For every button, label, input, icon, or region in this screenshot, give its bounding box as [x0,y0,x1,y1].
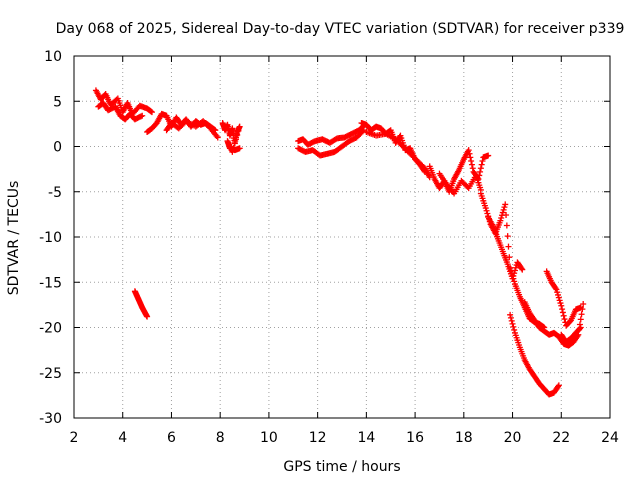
x-tick-label: 4 [118,430,127,446]
data-point [482,205,489,212]
data-point [510,323,517,330]
y-tick-label: 10 [44,49,62,65]
data-point [561,316,568,323]
data-point [466,150,473,157]
data-point [577,324,584,331]
data-point [503,211,510,218]
data-point [485,152,492,159]
data-point [234,132,241,139]
data-point [467,154,474,161]
data-point [465,147,472,154]
data-point [233,136,240,143]
data-point [484,210,491,217]
y-tick-label: -25 [39,366,62,382]
data-point [519,266,526,273]
data-point [468,161,475,168]
data-point [505,243,512,250]
data-point [504,233,511,240]
data-point [555,382,562,389]
x-axis-label: GPS time / hours [283,459,400,475]
x-tick-label: 2 [70,430,79,446]
data-point [555,291,562,298]
data-point [509,275,516,282]
data-point [509,320,516,327]
data-point [236,123,243,130]
data-point [236,145,243,152]
data-point [503,222,510,229]
data-point [553,286,560,293]
x-tick-label: 24 [601,430,619,446]
data-point [559,306,566,313]
data-point [468,157,475,164]
data-point [478,161,485,168]
data-point [518,265,525,272]
data-point [507,311,514,318]
data-point [577,304,584,311]
data-point [508,317,515,324]
x-tick-label: 8 [216,430,225,446]
data-point [139,112,146,119]
data-point [507,314,514,321]
x-tick-label: 10 [260,430,278,446]
data-point [148,109,155,116]
data-point [580,300,587,307]
x-tick-label: 14 [357,430,375,446]
data-point [511,270,518,277]
data-point [502,201,509,208]
y-tick-label: 0 [53,140,62,156]
data-point [214,134,221,141]
data-point [552,285,559,292]
data-point [499,209,506,216]
data-point [555,383,562,390]
y-tick-label: -5 [48,185,62,201]
data-point [501,204,508,211]
data-point [498,214,505,221]
data-point [557,300,564,307]
data-point [558,302,565,309]
x-tick-label: 16 [406,430,424,446]
data-point [556,297,563,304]
data-point [479,157,486,164]
x-tick-label: 6 [167,430,176,446]
data-point [497,217,504,224]
grid-layer [74,56,610,418]
data-point [469,165,476,172]
data-point [235,127,242,134]
data-point [231,140,238,147]
y-axis-label: SDTVAR / TECUs [6,181,22,296]
y-tick-label: -30 [39,411,62,427]
data-point [511,267,518,274]
y-tick-label: 5 [53,94,62,110]
x-tick-label: 18 [455,430,473,446]
data-point [500,206,507,213]
data-point [511,326,518,333]
data-point [577,316,584,323]
data-point [555,294,562,301]
axis-ticks: 2 4 6 8 10 12 14 16 18 20 22 24-30-25-20-15-10-5051… [39,49,619,446]
data-point [578,311,585,318]
y-tick-label: -15 [39,275,62,291]
data-point [560,312,567,319]
data-point [576,325,583,332]
y-tick-label: -20 [39,321,62,337]
data-point [477,165,484,172]
x-tick-label: 20 [504,430,522,446]
data-point [559,309,566,316]
x-tick-label: 22 [552,430,570,446]
data-point [144,313,151,320]
data-point [554,289,561,296]
chart-title: Day 068 of 2025, Sidereal Day-to-day VTE… [56,21,625,37]
data-marks [92,87,587,398]
y-tick-label: -10 [39,230,62,246]
data-point [510,272,517,279]
x-tick-label: 12 [309,430,327,446]
data-point [477,168,484,175]
data-point [483,207,490,214]
